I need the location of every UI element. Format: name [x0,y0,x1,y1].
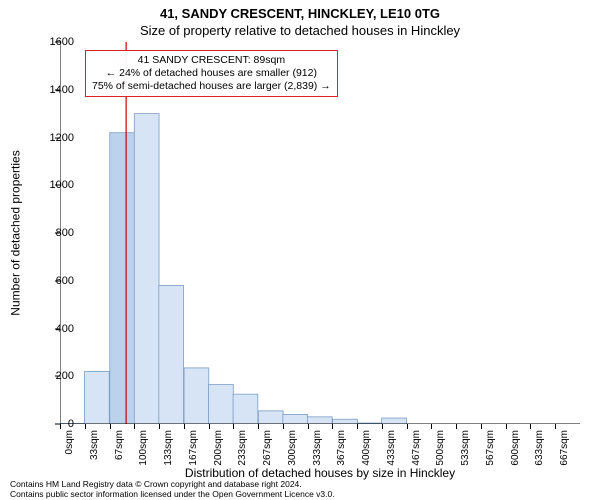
y-tick-label: 600 [34,275,74,287]
annotation-box: 41 SANDY CRESCENT: 89sqm ← 24% of detach… [85,50,338,97]
y-tick-label: 400 [34,323,74,335]
histogram-bar [159,286,184,424]
x-tick-mark [382,424,383,429]
x-tick-mark [431,424,432,429]
x-tick-label: 533sqm [460,430,471,466]
histogram-bar [209,385,234,424]
histogram-bar [184,368,209,424]
y-tick-label: 200 [34,370,74,382]
y-tick-label: 1600 [34,36,74,48]
x-tick-mark [506,424,507,429]
annotation-line: 41 SANDY CRESCENT: 89sqm [92,54,331,67]
x-tick-mark [159,424,160,429]
x-tick-label: 500sqm [435,430,446,466]
x-tick-label: 667sqm [559,430,570,466]
y-tick-label: 800 [34,227,74,239]
annotation-line: ← 24% of detached houses are smaller (91… [92,67,331,80]
x-tick-mark [283,424,284,429]
x-tick-mark [456,424,457,429]
histogram-svg [60,42,580,424]
y-tick-label: 1400 [34,84,74,96]
x-tick-mark [530,424,531,429]
x-tick-mark [357,424,358,429]
y-tick-mark [55,137,60,138]
x-tick-mark [184,424,185,429]
x-tick-mark [332,424,333,429]
x-tick-label: 133sqm [163,430,174,466]
page-title: 41, SANDY CRESCENT, HINCKLEY, LE10 0TG [0,6,600,21]
x-tick-label: 0sqm [64,430,75,454]
y-tick-label: 0 [34,418,74,430]
x-tick-label: 233sqm [237,430,248,466]
histogram-bar [283,414,308,424]
footer-line: Contains public sector information licen… [10,490,590,500]
x-tick-label: 333sqm [312,430,323,466]
x-tick-mark [258,424,259,429]
x-tick-mark [481,424,482,429]
y-tick-label: 1000 [34,179,74,191]
x-tick-mark [85,424,86,429]
x-tick-label: 633sqm [534,430,545,466]
x-tick-label: 33sqm [89,430,100,460]
x-tick-label: 400sqm [361,430,372,466]
y-tick-mark [55,185,60,186]
y-tick-mark [55,280,60,281]
histogram-bar [382,418,407,424]
histogram-bar [134,114,159,424]
x-tick-mark [60,424,61,429]
x-tick-label: 200sqm [213,430,224,466]
y-tick-label: 1200 [34,132,74,144]
x-tick-mark [555,424,556,429]
x-tick-mark [110,424,111,429]
x-tick-label: 267sqm [262,430,273,466]
x-tick-mark [407,424,408,429]
x-tick-label: 167sqm [188,430,199,466]
y-tick-mark [55,328,60,329]
x-tick-mark [134,424,135,429]
histogram-bar [333,419,358,424]
x-axis-label: Distribution of detached houses by size … [60,466,580,480]
x-tick-label: 600sqm [510,430,521,466]
x-tick-mark [233,424,234,429]
histogram-bar [233,394,258,424]
histogram-bar [258,411,283,424]
annotation-line: 75% of semi-detached houses are larger (… [92,80,331,93]
y-tick-mark [55,89,60,90]
footer-attribution: Contains HM Land Registry data © Crown c… [0,480,600,500]
y-tick-mark [55,42,60,43]
x-tick-label: 467sqm [411,430,422,466]
x-tick-label: 100sqm [138,430,149,466]
histogram-bar [307,417,332,424]
x-tick-mark [209,424,210,429]
x-tick-label: 567sqm [485,430,496,466]
histogram-bar [110,133,135,424]
page-subtitle: Size of property relative to detached ho… [0,23,600,38]
x-tick-label: 300sqm [287,430,298,466]
x-tick-mark [308,424,309,429]
y-axis-label: Number of detached properties [8,42,24,424]
y-tick-mark [55,376,60,377]
x-tick-label: 67sqm [114,430,125,460]
histogram-bar [85,371,110,424]
y-tick-mark [55,233,60,234]
x-tick-label: 433sqm [386,430,397,466]
x-tick-label: 367sqm [336,430,347,466]
chart-area: 41 SANDY CRESCENT: 89sqm ← 24% of detach… [60,42,580,424]
